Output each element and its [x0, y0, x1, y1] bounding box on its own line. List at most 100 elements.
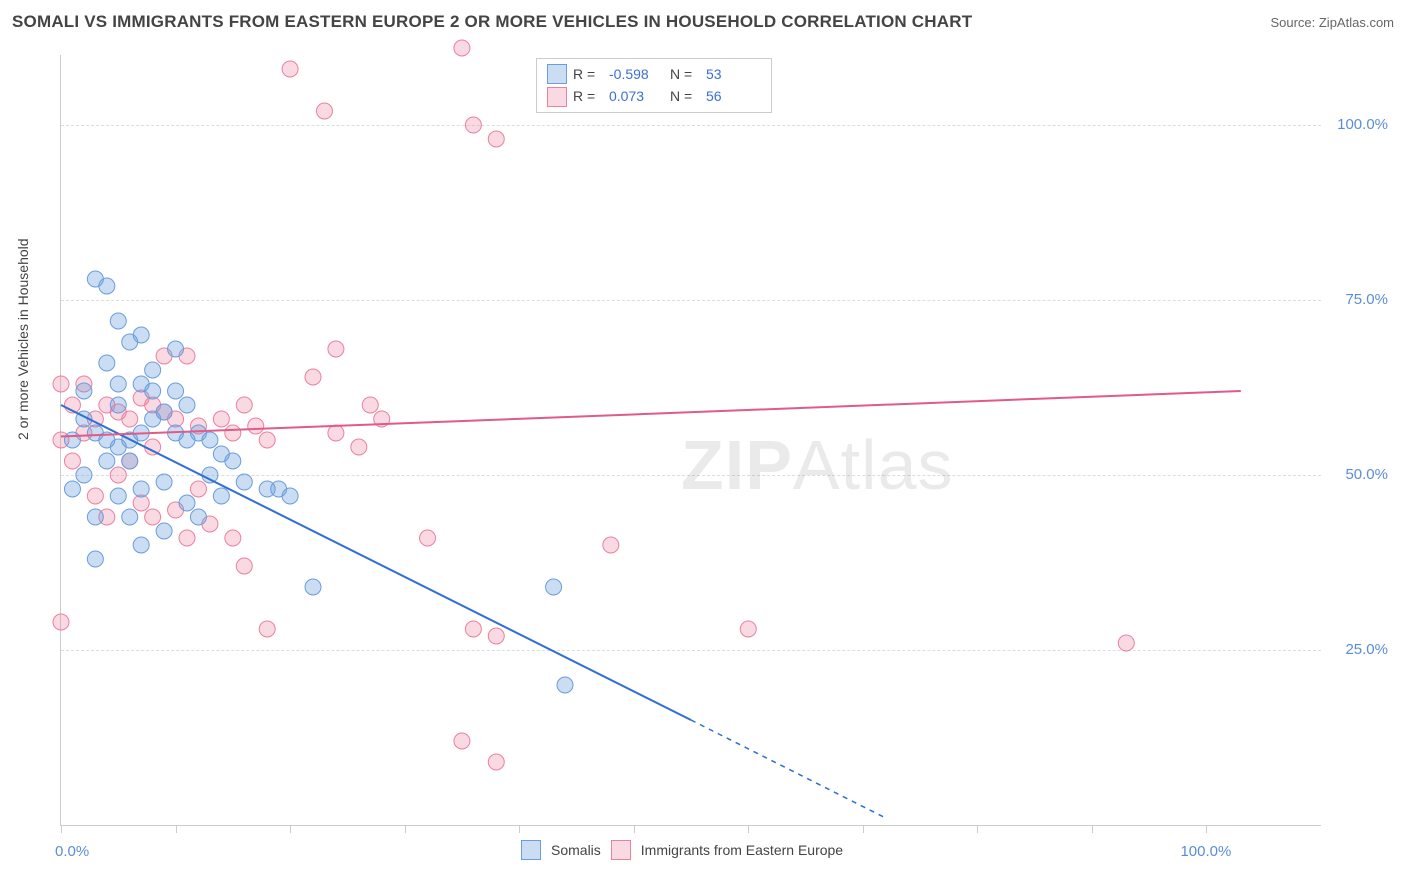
data-point — [179, 495, 195, 511]
data-point — [145, 509, 161, 525]
x-tick — [1206, 825, 1207, 833]
trend-line-extrapolation — [691, 720, 886, 818]
data-point — [133, 537, 149, 553]
data-point — [328, 341, 344, 357]
x-tick — [863, 825, 864, 833]
trend-line — [61, 405, 691, 720]
series-legend: Somalis Immigrants from Eastern Europe — [521, 840, 843, 860]
r-label: R = — [573, 63, 603, 85]
legend-row: R =0.073N =56 — [547, 85, 761, 107]
data-point — [213, 488, 229, 504]
legend-swatch — [521, 840, 541, 860]
data-point — [156, 523, 172, 539]
data-point — [1118, 635, 1134, 651]
data-point — [236, 474, 252, 490]
data-point — [179, 530, 195, 546]
data-point — [282, 488, 298, 504]
x-tick — [519, 825, 520, 833]
source-label: Source: ZipAtlas.com — [1270, 15, 1394, 30]
data-point — [99, 278, 115, 294]
data-point — [76, 383, 92, 399]
data-point — [99, 453, 115, 469]
data-point — [168, 341, 184, 357]
x-tick — [405, 825, 406, 833]
data-point — [110, 397, 126, 413]
data-point — [145, 362, 161, 378]
data-point — [488, 754, 504, 770]
plot-area: ZIPAtlas R =-0.598N =53R =0.073N =56 Som… — [60, 55, 1321, 826]
legend-label: Immigrants from Eastern Europe — [641, 842, 843, 858]
data-point — [110, 313, 126, 329]
y-axis-label: 2 or more Vehicles in Household — [15, 238, 31, 440]
data-point — [110, 376, 126, 392]
data-point — [236, 397, 252, 413]
data-point — [351, 439, 367, 455]
legend-swatch — [547, 64, 567, 84]
data-point — [110, 488, 126, 504]
r-value: -0.598 — [609, 63, 664, 85]
x-tick — [176, 825, 177, 833]
n-label: N = — [670, 63, 700, 85]
data-point — [454, 733, 470, 749]
y-tick-label: 100.0% — [1337, 116, 1388, 133]
data-point — [53, 614, 69, 630]
data-point — [122, 411, 138, 427]
data-point — [248, 418, 264, 434]
correlation-legend: R = -0.598 N = 53R =0.073N =56 — [536, 58, 772, 113]
data-point — [145, 383, 161, 399]
data-point — [87, 509, 103, 525]
legend-swatch — [611, 840, 631, 860]
data-point — [420, 530, 436, 546]
y-tick-label: 75.0% — [1345, 291, 1388, 308]
data-point — [64, 432, 80, 448]
data-point — [179, 397, 195, 413]
data-point — [110, 467, 126, 483]
data-point — [53, 376, 69, 392]
data-point — [465, 117, 481, 133]
data-point — [259, 621, 275, 637]
chart-title: SOMALI VS IMMIGRANTS FROM EASTERN EUROPE… — [12, 12, 972, 32]
data-point — [87, 488, 103, 504]
x-tick — [634, 825, 635, 833]
data-point — [305, 369, 321, 385]
data-point — [168, 383, 184, 399]
data-point — [64, 453, 80, 469]
data-point — [282, 61, 298, 77]
data-point — [122, 453, 138, 469]
data-point — [454, 40, 470, 56]
x-tick — [290, 825, 291, 833]
data-point — [603, 537, 619, 553]
x-tick-label: 100.0% — [1180, 843, 1231, 860]
data-point — [488, 628, 504, 644]
data-point — [465, 621, 481, 637]
data-point — [64, 481, 80, 497]
data-point — [190, 481, 206, 497]
data-point — [305, 579, 321, 595]
data-point — [546, 579, 562, 595]
data-point — [316, 103, 332, 119]
n-value: 56 — [706, 85, 761, 107]
data-point — [133, 481, 149, 497]
data-point — [225, 530, 241, 546]
x-tick — [61, 825, 62, 833]
data-point — [225, 425, 241, 441]
data-point — [557, 677, 573, 693]
data-point — [202, 467, 218, 483]
data-point — [87, 425, 103, 441]
x-tick — [748, 825, 749, 833]
legend-label: Somalis — [551, 842, 601, 858]
trend-line — [61, 391, 1241, 437]
data-point — [202, 432, 218, 448]
n-value: 53 — [706, 63, 761, 85]
r-value: 0.073 — [609, 85, 664, 107]
legend-swatch — [547, 87, 567, 107]
x-tick-label: 0.0% — [55, 843, 89, 860]
data-point — [213, 411, 229, 427]
chart-svg — [61, 55, 1321, 825]
data-point — [190, 509, 206, 525]
data-point — [156, 474, 172, 490]
data-point — [99, 355, 115, 371]
data-point — [145, 411, 161, 427]
data-point — [87, 551, 103, 567]
data-point — [362, 397, 378, 413]
